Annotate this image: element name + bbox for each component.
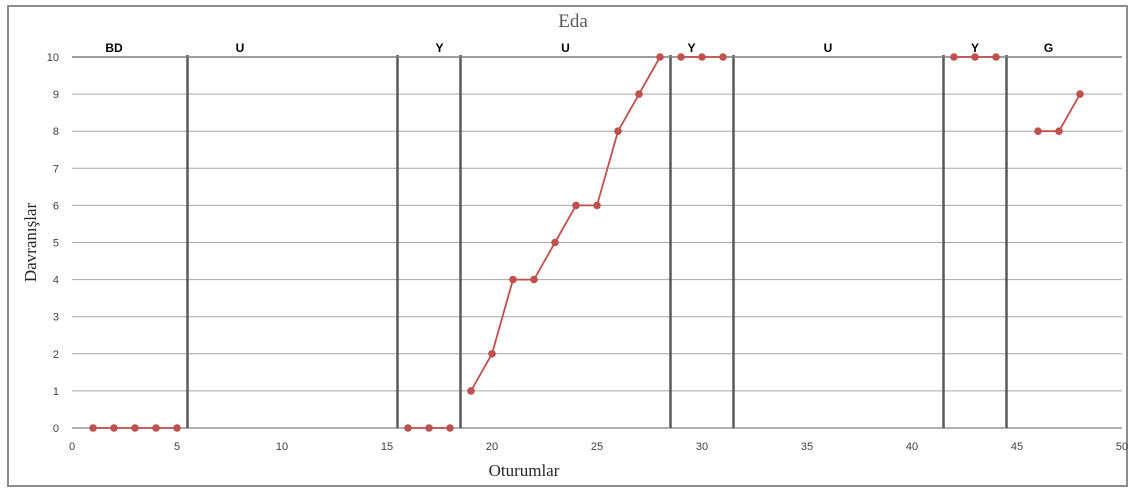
x-tick-label: 5 — [174, 441, 180, 453]
data-point — [971, 53, 979, 61]
data-point — [593, 201, 601, 210]
y-tick-label: 1 — [53, 386, 59, 398]
data-point — [488, 350, 496, 358]
y-tick-label: 4 — [53, 275, 59, 287]
x-tick-label: 30 — [696, 441, 708, 453]
y-tick-label: 8 — [53, 126, 59, 138]
data-point — [1055, 127, 1063, 135]
data-point — [404, 424, 412, 432]
data-point — [173, 424, 181, 432]
data-point — [992, 53, 1000, 61]
data-point — [509, 275, 517, 284]
data-point — [572, 201, 580, 210]
chart-frame — [7, 5, 1128, 487]
y-tick-label: 5 — [53, 238, 59, 250]
y-tick-label: 3 — [53, 312, 59, 324]
series-line-segment — [1038, 93, 1081, 133]
data-point — [950, 53, 958, 61]
data-point — [551, 238, 559, 247]
y-axis-title: Davranışlar — [21, 203, 40, 283]
y-tick-label: 7 — [53, 163, 59, 175]
x-tick-label: 25 — [591, 441, 603, 453]
y-tick-label: 2 — [53, 349, 59, 361]
x-tick-label: 35 — [801, 441, 813, 453]
data-point — [1076, 90, 1084, 98]
phase-label: U — [561, 41, 570, 55]
y-tick-label: 0 — [53, 423, 59, 435]
data-point — [677, 53, 685, 61]
x-axis-title: Oturumlar — [489, 461, 560, 480]
data-point — [131, 424, 139, 432]
phase-label: G — [1044, 41, 1053, 55]
data-point — [110, 424, 118, 432]
data-point — [635, 90, 643, 98]
data-point — [719, 53, 727, 61]
data-point — [467, 387, 475, 395]
data-point — [698, 53, 706, 61]
data-point — [530, 275, 538, 284]
x-tick-label: 10 — [276, 441, 288, 453]
phase-label: Y — [971, 41, 979, 55]
phase-label: U — [824, 41, 833, 55]
x-tick-label: 15 — [381, 441, 393, 453]
data-point — [1034, 127, 1042, 135]
phase-label: U — [236, 41, 245, 55]
x-tick-label: 40 — [906, 441, 918, 453]
data-point — [446, 424, 454, 432]
data-point — [425, 424, 433, 432]
y-tick-label: 9 — [53, 89, 59, 101]
data-point — [89, 424, 97, 432]
x-tick-label: 45 — [1011, 441, 1023, 453]
phase-label: Y — [687, 41, 695, 55]
x-tick-label: 50 — [1116, 441, 1128, 453]
phase-label: Y — [435, 41, 443, 55]
data-point — [152, 424, 160, 432]
phase-label: BD — [105, 41, 123, 55]
chart-title: Eda — [558, 11, 588, 32]
x-tick-label: 0 — [69, 441, 75, 453]
y-tick-label: 10 — [47, 52, 59, 64]
x-tick-label: 20 — [486, 441, 498, 453]
data-point — [614, 127, 622, 135]
y-tick-label: 6 — [53, 200, 59, 212]
series-line-segment — [470, 56, 661, 392]
data-point — [656, 53, 664, 61]
